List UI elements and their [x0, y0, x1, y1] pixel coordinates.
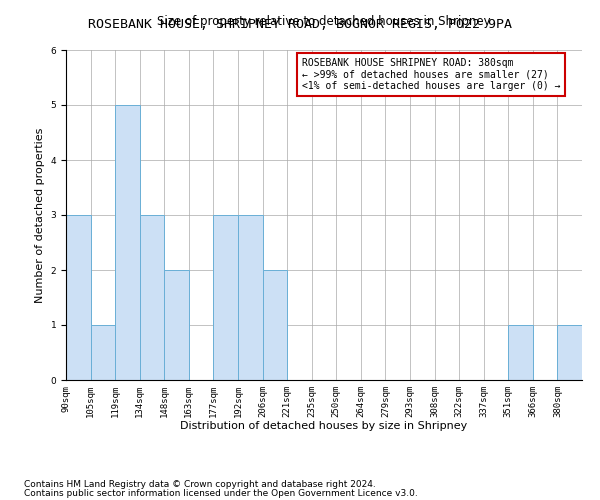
Title: Size of property relative to detached houses in Shripney: Size of property relative to detached ho… — [157, 15, 491, 28]
Text: ROSEBANK HOUSE SHRIPNEY ROAD: 380sqm
← >99% of detached houses are smaller (27)
: ROSEBANK HOUSE SHRIPNEY ROAD: 380sqm ← >… — [302, 58, 560, 92]
Bar — [164, 270, 189, 380]
Text: Contains public sector information licensed under the Open Government Licence v3: Contains public sector information licen… — [24, 489, 418, 498]
Y-axis label: Number of detached properties: Number of detached properties — [35, 128, 45, 302]
Text: Contains HM Land Registry data © Crown copyright and database right 2024.: Contains HM Land Registry data © Crown c… — [24, 480, 376, 489]
Bar — [214, 215, 238, 380]
Bar — [263, 270, 287, 380]
Bar — [91, 325, 115, 380]
Text: ROSEBANK HOUSE, SHRIPNEY ROAD, BOGNOR REGIS, PO22 9PA: ROSEBANK HOUSE, SHRIPNEY ROAD, BOGNOR RE… — [88, 18, 512, 30]
X-axis label: Distribution of detached houses by size in Shripney: Distribution of detached houses by size … — [181, 422, 467, 432]
Bar — [238, 215, 263, 380]
Bar — [508, 325, 533, 380]
Bar — [115, 105, 140, 380]
Bar — [557, 325, 582, 380]
Bar — [66, 215, 91, 380]
Bar — [140, 215, 164, 380]
